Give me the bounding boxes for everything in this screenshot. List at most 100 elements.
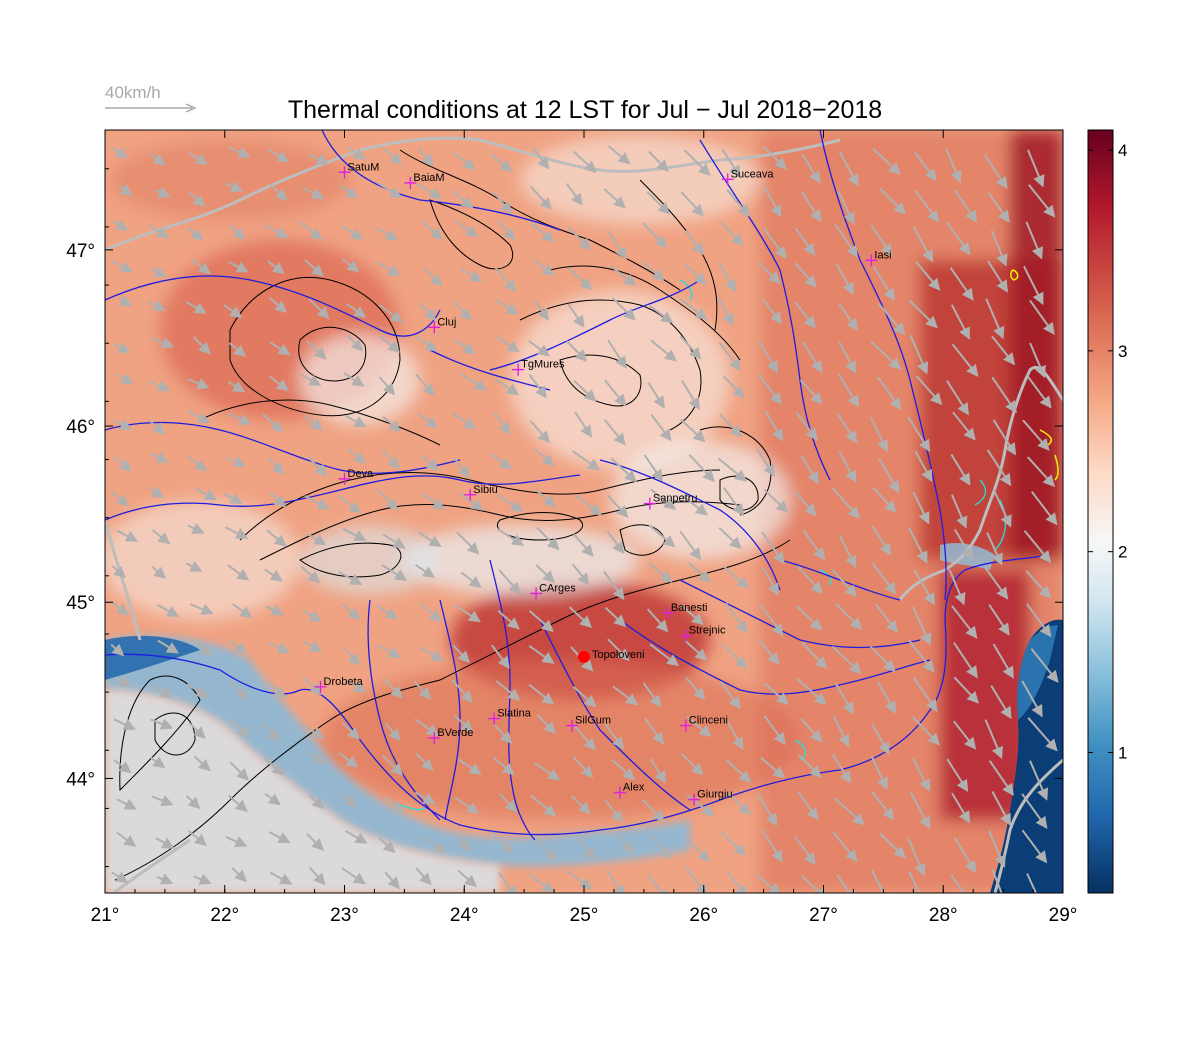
wind-arrow-icon: [338, 752, 359, 768]
wind-arrow-icon: [838, 373, 860, 408]
colorbar-tick-label: 2: [1118, 543, 1127, 562]
wind-arrow-icon: [153, 684, 173, 699]
wind-arrow-icon: [764, 186, 782, 218]
wind-arrow-icon: [147, 224, 170, 239]
wind-arrow-icon: [871, 723, 890, 755]
wind-arrow-icon: [566, 340, 588, 363]
wind-arrow-icon: [796, 605, 823, 631]
wind-arrow-icon: [493, 412, 511, 435]
wind-arrow-icon: [912, 225, 934, 263]
wind-arrow-icon: [612, 685, 639, 706]
wind-arrow-icon: [801, 191, 822, 223]
wind-arrow-icon: [834, 682, 854, 715]
wind-arrow-icon: [877, 376, 902, 411]
wind-arrow-icon: [224, 181, 244, 193]
wind-arrow-icon: [990, 229, 1008, 267]
wind-arrow-icon: [763, 489, 789, 513]
wind-arrow-icon: [1022, 419, 1050, 451]
wind-arrow-icon: [414, 563, 436, 579]
wind-arrow-icon: [717, 296, 734, 326]
wind-arrow-icon: [535, 564, 555, 583]
wind-arrow-icon: [680, 379, 700, 411]
wind-arrow-icon: [991, 868, 1003, 893]
wind-scale-label: 40km/h: [105, 83, 161, 102]
wind-arrow-icon: [1027, 717, 1058, 752]
wind-arrow-icon: [267, 457, 285, 475]
wind-arrow-icon: [341, 602, 361, 621]
wind-arrow-icon: [869, 416, 888, 453]
x-tick-label: 21°: [91, 905, 120, 926]
wind-arrow-icon: [1027, 456, 1056, 488]
wind-arrow-icon: [603, 419, 626, 446]
wind-arrow-icon: [604, 379, 627, 407]
wind-arrow-icon: [878, 458, 900, 494]
station-iasi: Iasi: [865, 249, 892, 267]
wind-arrow-icon: [606, 869, 626, 893]
wind-arrow-icon: [832, 831, 858, 863]
wind-arrow-icon: [719, 680, 741, 710]
wind-arrow-icon: [498, 569, 521, 595]
wind-arrow-icon: [952, 411, 976, 441]
wind-arrow-icon: [344, 830, 368, 844]
wind-arrow-icon: [718, 262, 736, 293]
wind-arrow-icon: [650, 413, 672, 442]
wind-arrow-icon: [534, 762, 561, 781]
wind-arrow-icon: [1029, 342, 1046, 379]
wind-arrow-icon: [946, 380, 969, 416]
y-tick-label: 46°: [66, 417, 95, 438]
wind-arrow-icon: [1025, 374, 1052, 409]
wind-arrow-icon: [413, 680, 432, 700]
wind-arrow-icon: [302, 640, 323, 653]
wind-arrow-icon: [610, 457, 637, 483]
wind-arrow-icon: [338, 791, 358, 807]
wind-arrow-icon: [643, 454, 664, 482]
wind-arrow-icon: [528, 374, 547, 399]
wind-arrow-icon: [908, 299, 938, 329]
wind-arrow-icon: [914, 450, 933, 483]
wind-arrow-icon: [681, 494, 708, 516]
wind-arrow-icon: [262, 413, 284, 433]
wind-arrow-icon: [226, 456, 247, 468]
wind-arrow-icon: [950, 494, 968, 529]
wind-arrow-icon: [155, 837, 175, 849]
wind-arrow-icon: [114, 419, 133, 431]
x-tick-label: 23°: [330, 905, 359, 926]
colorbar-scale: [1087, 129, 1114, 894]
wind-arrow-icon: [991, 335, 1016, 366]
wind-arrow-icon: [838, 534, 857, 569]
wind-arrow-icon: [494, 298, 519, 315]
wind-arrow-icon: [833, 797, 865, 826]
wind-arrow-icon: [346, 303, 367, 318]
wind-arrow-icon: [459, 268, 483, 282]
wind-arrow-icon: [347, 335, 364, 352]
wind-arrow-icon: [307, 533, 327, 546]
wind-arrow-icon: [151, 266, 167, 278]
wind-arrow-icon: [422, 221, 443, 241]
colorbar-ticks: 1 2 3 4: [1088, 141, 1127, 762]
station-baiam: BaiaM: [404, 172, 445, 189]
wind-arrow-icon: [945, 148, 962, 184]
wind-arrow-icon: [642, 682, 662, 708]
wind-arrow-icon: [646, 874, 670, 893]
station-sanpetru: Sanpetru: [643, 493, 698, 510]
wind-arrow-icon: [300, 373, 322, 386]
wind-arrow-icon: [649, 643, 680, 667]
wind-arrow-icon: [603, 570, 625, 601]
colorbar: 1 2 3 4: [1087, 129, 1127, 894]
wind-arrow-icon: [118, 184, 133, 197]
wind-arrow-icon: [459, 492, 484, 511]
wind-arrow-icon: [266, 529, 287, 547]
wind-arrow-icon: [572, 685, 597, 708]
station-giurgiu: Giurgiu: [688, 789, 733, 806]
station-label: CArges: [539, 582, 576, 594]
wind-arrow-icon: [800, 718, 823, 743]
wind-arrow-icon: [269, 341, 291, 356]
wind-arrow-icon: [758, 373, 782, 405]
wind-arrow-icon: [230, 718, 250, 738]
wind-arrow-icon: [911, 716, 941, 746]
wind-arrow-icon: [685, 230, 704, 256]
wind-arrow-icon: [267, 641, 290, 654]
wind-arrow-icon: [832, 487, 861, 519]
wind-arrow-icon: [953, 189, 978, 223]
wind-arrow-icon: [573, 533, 594, 558]
